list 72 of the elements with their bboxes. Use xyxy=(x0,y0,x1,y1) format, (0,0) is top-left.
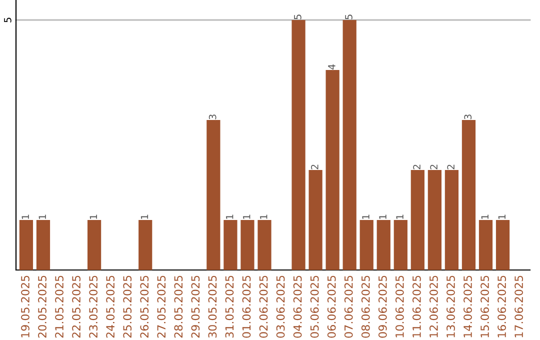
x-tick-label: 03.06.2025 xyxy=(276,276,285,338)
x-tick-label: 10.06.2025 xyxy=(395,276,404,338)
data-label: 2 xyxy=(430,164,438,170)
bar xyxy=(36,220,50,270)
x-tick-label: 13.06.2025 xyxy=(446,276,455,338)
data-label: 5 xyxy=(294,14,302,20)
data-label: 1 xyxy=(140,214,148,219)
x-tick-label: 15.06.2025 xyxy=(480,276,489,338)
x-tick-label: 14.06.2025 xyxy=(464,276,472,338)
bar xyxy=(410,170,424,270)
data-label: 3 xyxy=(464,114,472,120)
x-tick-label: 09.06.2025 xyxy=(378,276,387,338)
x-tick-label: 12.06.2025 xyxy=(430,276,438,338)
x-tick-label: 02.06.2025 xyxy=(259,276,268,338)
x-tick-label: 05.06.2025 xyxy=(310,276,319,338)
bar xyxy=(326,70,340,270)
x-tick-label: 19.05.2025 xyxy=(21,276,30,338)
x-tick-label: 01.06.2025 xyxy=(242,276,251,338)
bar xyxy=(19,220,34,270)
x-tick-label: 30.05.2025 xyxy=(208,276,217,338)
x-tick-label: 06.06.2025 xyxy=(327,276,336,338)
data-label: 2 xyxy=(447,164,454,170)
data-label: 1 xyxy=(481,214,488,219)
bar xyxy=(87,220,102,270)
x-tick-label: 07.06.2025 xyxy=(344,276,353,338)
x-tick-label: 08.06.2025 xyxy=(361,276,370,338)
x-tick-label: 29.05.2025 xyxy=(191,276,200,338)
bar xyxy=(258,220,272,270)
data-label: 5 xyxy=(345,14,352,20)
bar xyxy=(308,170,322,270)
data-label: 1 xyxy=(498,214,506,219)
data-label: 3 xyxy=(208,114,216,120)
x-tick-label: 24.05.2025 xyxy=(106,276,115,338)
data-label: 1 xyxy=(260,214,268,219)
x-tick-label: 11.06.2025 xyxy=(412,276,421,338)
bar xyxy=(292,20,306,270)
bar xyxy=(428,170,442,270)
data-label: 1 xyxy=(226,214,234,219)
data-label: 1 xyxy=(90,214,97,219)
data-label: 1 xyxy=(243,214,250,219)
x-tick-label: 04.06.2025 xyxy=(293,276,302,338)
bar xyxy=(342,20,356,270)
bar xyxy=(462,120,476,270)
x-tick-label: 31.05.2025 xyxy=(225,276,234,338)
x-tick-label: 16.06.2025 xyxy=(498,276,506,338)
x-tick-label: 17.06.2025 xyxy=(514,276,524,338)
x-tick-label: 21.05.2025 xyxy=(55,276,64,338)
x-tick-label: 25.05.2025 xyxy=(123,276,132,338)
data-label: 1 xyxy=(379,214,386,219)
bar xyxy=(394,220,408,270)
data-label: 1 xyxy=(396,214,404,219)
data-label: 2 xyxy=(413,164,420,170)
bar xyxy=(240,220,254,270)
bar xyxy=(224,220,238,270)
x-tick-label: 20.05.2025 xyxy=(38,276,46,338)
x-tick-label: 22.05.2025 xyxy=(72,276,80,338)
bar xyxy=(444,170,459,270)
data-label: 2 xyxy=(311,164,318,170)
bar xyxy=(360,220,374,270)
x-tick-label: 23.05.2025 xyxy=(89,276,98,338)
data-label: 4 xyxy=(328,64,336,70)
x-tick-label: 28.05.2025 xyxy=(174,276,183,338)
bar xyxy=(206,120,220,270)
data-label: 1 xyxy=(362,214,370,219)
x-tick-label: 27.05.2025 xyxy=(157,276,166,338)
x-tick-label: 26.05.2025 xyxy=(140,276,149,338)
bar xyxy=(138,220,152,270)
bar xyxy=(376,220,390,270)
data-label: 1 xyxy=(38,214,46,219)
data-label: 1 xyxy=(22,214,29,219)
bar xyxy=(478,220,493,270)
bar xyxy=(496,220,510,270)
